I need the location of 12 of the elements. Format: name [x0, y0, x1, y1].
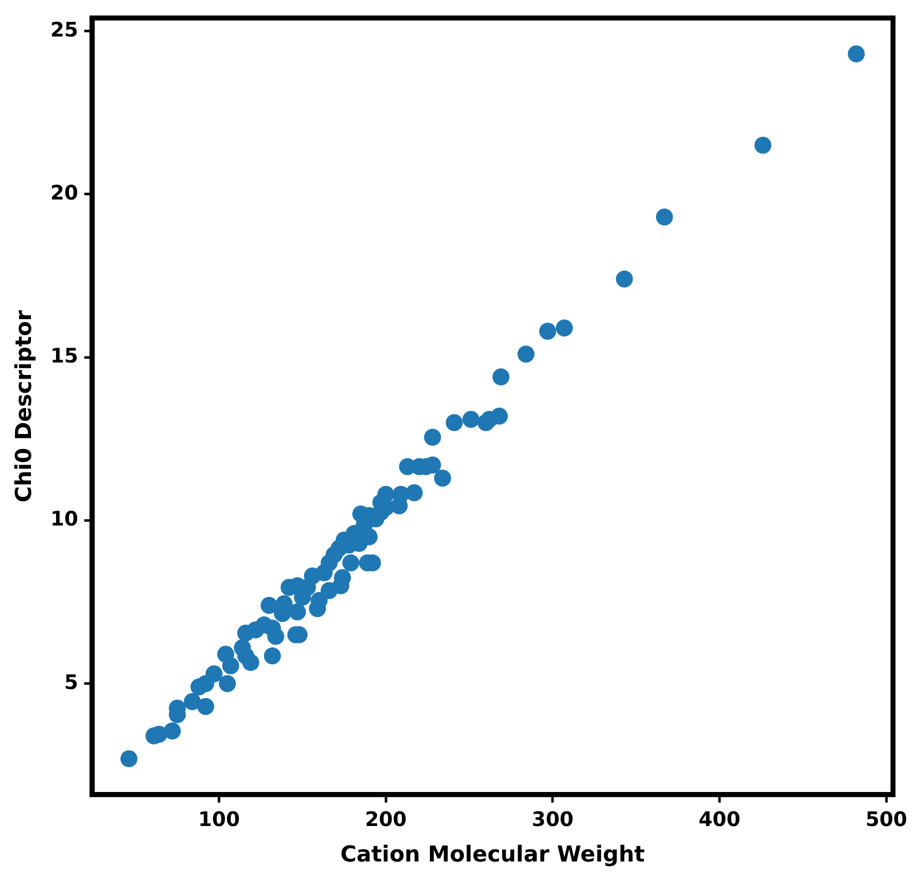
y-tick-label: 15 — [50, 344, 78, 368]
y-tick-label: 20 — [50, 180, 78, 204]
x-tick-label: 400 — [698, 806, 740, 831]
y-axis-title: Chi0 Descriptor — [12, 310, 37, 502]
x-tick-label: 100 — [198, 806, 240, 831]
x-axis-title: Cation Molecular Weight — [340, 842, 646, 868]
y-tick-label: 10 — [50, 506, 78, 531]
x-tick-label: 300 — [532, 806, 574, 831]
x-tick-label: 200 — [364, 806, 407, 831]
y-tick-label: 5 — [64, 670, 78, 694]
y-tick-label: 25 — [50, 17, 78, 42]
x-tick-label: 500 — [865, 806, 908, 831]
